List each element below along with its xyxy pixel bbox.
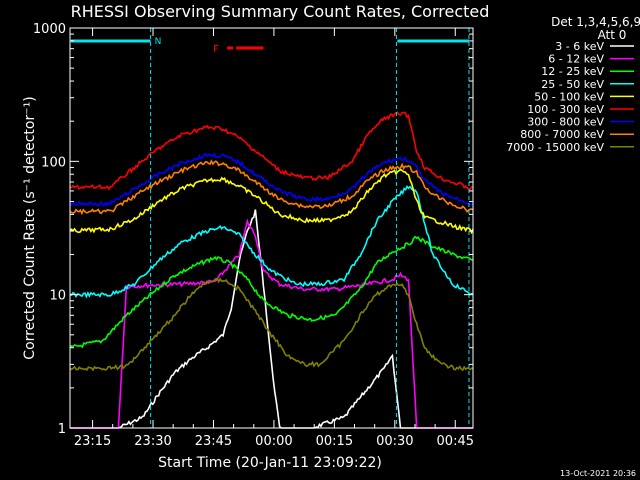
legend-label-8: 800 - 7000 keV <box>520 128 604 141</box>
series-layer <box>69 111 474 429</box>
legend-label-3: 12 - 25 keV <box>541 65 604 78</box>
series-line-6 <box>69 111 474 191</box>
timestamp: 13-Oct-2021 20:36 <box>560 469 636 478</box>
x-tick-label: 00:15 <box>316 434 353 449</box>
y-tick-label: 1 <box>58 422 66 437</box>
legend-label-5: 50 - 100 keV <box>534 90 604 103</box>
legend-label-7: 300 - 800 keV <box>527 116 604 129</box>
series-line-5 <box>69 168 474 235</box>
legend-label-9: 7000 - 15000 keV <box>506 141 604 154</box>
x-tick-label: 23:15 <box>74 434 111 449</box>
legend-label-6: 100 - 300 keV <box>527 103 604 116</box>
chart-title: RHESSI Observing Summary Count Rates, Co… <box>71 2 490 21</box>
series-line-4 <box>69 185 474 299</box>
series-line-3 <box>69 235 474 349</box>
x-axis-label: Start Time (20-Jan-11 23:09:22) <box>158 455 382 471</box>
legend-label-1: 3 - 6 keV <box>555 40 604 53</box>
legend-label-2: 6 - 12 keV <box>548 53 604 66</box>
x-axis-ticks: 23:15 23:30 23:45 00:00 00:15 00:30 00:45 <box>74 28 474 449</box>
annotation-layer: NF <box>71 28 470 428</box>
plot-frame <box>69 27 474 429</box>
night-label: N <box>155 37 162 47</box>
series-line-9 <box>69 277 474 372</box>
x-tick-label: 23:30 <box>134 434 171 449</box>
x-tick-label: 00:00 <box>255 434 292 449</box>
detector-list: Det 1,3,4,5,6,9, <box>551 15 640 29</box>
y-tick-label: 100 <box>41 155 66 170</box>
x-tick-label: 00:45 <box>437 434 474 449</box>
y-axis-label: Corrected Count Rate (s⁻¹ detector⁻¹) <box>22 96 38 359</box>
flare-label: F <box>213 44 219 55</box>
series-line-7 <box>69 152 474 207</box>
attenuator-state: Att 0 <box>598 28 627 42</box>
x-tick-label: 23:45 <box>195 434 232 449</box>
legend-label-4: 25 - 50 keV <box>541 78 604 91</box>
y-tick-label: 10 <box>49 289 66 304</box>
series-line-2 <box>70 218 473 429</box>
x-tick-label: 00:30 <box>376 434 413 449</box>
y-tick-label: 1000 <box>33 22 66 37</box>
series-line-8 <box>69 159 474 216</box>
y-axis-ticks: 1 10 100 1000 <box>33 22 473 437</box>
